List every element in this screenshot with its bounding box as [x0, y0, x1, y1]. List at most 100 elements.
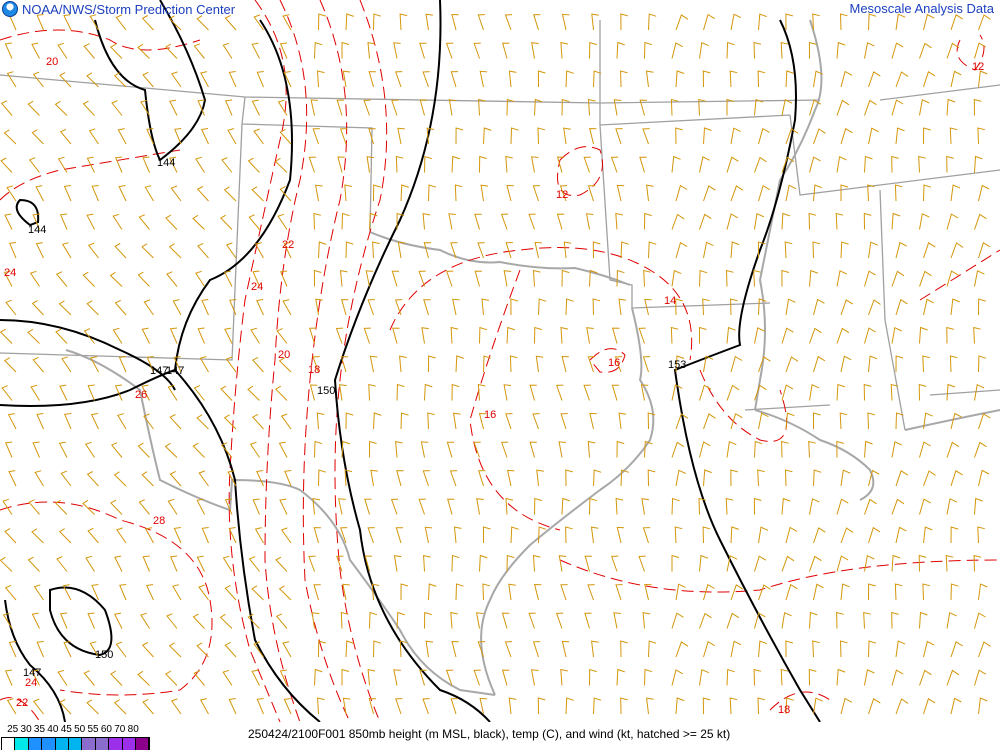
- wind-barb: [813, 527, 826, 544]
- wind-barb: [946, 669, 960, 686]
- wind-barb: [757, 697, 766, 715]
- wind-barb: [891, 42, 904, 59]
- wind-barb: [532, 269, 541, 287]
- wind-barb: [703, 413, 716, 430]
- wind-barb: [923, 242, 936, 259]
- wind-barb: [400, 583, 409, 601]
- wind-barb: [86, 699, 99, 715]
- wind-barb: [279, 128, 292, 145]
- wind-barb: [533, 14, 541, 31]
- wind-barb: [675, 298, 683, 316]
- wind-barb: [4, 669, 13, 686]
- wind-barb: [891, 99, 904, 116]
- wind-barb: [919, 441, 931, 458]
- wind-barb: [116, 527, 127, 544]
- wind-barb: [703, 127, 712, 145]
- wind-barb: [950, 641, 963, 658]
- wind-barb: [587, 98, 596, 116]
- height-label: 144: [28, 224, 46, 236]
- wind-barb: [480, 184, 489, 202]
- wind-barb: [61, 356, 72, 373]
- wind-barb: [591, 13, 599, 31]
- wind-barb: [423, 299, 431, 316]
- wind-barb: [698, 98, 706, 116]
- wind-barb: [891, 326, 902, 344]
- wind-barb: [276, 328, 288, 344]
- height-label: 144: [157, 157, 175, 169]
- temp-label: 24: [251, 281, 263, 293]
- wind-barb: [146, 356, 154, 373]
- wind-barb: [950, 412, 962, 430]
- wind-barb: [198, 584, 209, 601]
- wind-barb: [447, 498, 455, 515]
- wind-barb: [895, 526, 907, 544]
- wind-barb: [950, 14, 963, 31]
- wind-barb: [836, 440, 844, 458]
- wind-barb: [90, 413, 99, 430]
- wind-barb: [560, 41, 569, 59]
- wind-barb: [532, 554, 541, 572]
- wind-barb: [699, 441, 711, 458]
- wind-barb: [479, 697, 487, 715]
- wind-barb: [555, 612, 564, 629]
- wind-barb: [391, 99, 399, 116]
- wind-barb: [501, 441, 509, 458]
- wind-barb: [730, 526, 739, 544]
- wind-barb: [563, 241, 572, 259]
- wind-barb: [754, 612, 766, 629]
- wind-barb: [118, 356, 127, 373]
- wind-barb: [247, 157, 260, 173]
- wind-barb: [978, 70, 988, 88]
- wind-barb: [973, 554, 982, 572]
- wind-barb: [946, 441, 960, 458]
- legend-swatch: [55, 738, 69, 750]
- wind-barb: [252, 498, 260, 515]
- legend-swatch: [82, 738, 96, 750]
- wind-barb: [589, 127, 597, 145]
- wind-barb: [367, 41, 376, 59]
- wind-barb: [891, 441, 902, 458]
- wind-barb: [813, 469, 822, 487]
- wind-barb: [785, 640, 794, 658]
- wind-barb: [4, 441, 13, 458]
- wind-barb: [483, 127, 492, 145]
- wind-barb: [340, 611, 349, 629]
- wind-barb: [88, 128, 99, 145]
- wind-barb: [703, 469, 712, 487]
- wind-barb: [753, 269, 761, 287]
- wind-barb: [56, 556, 68, 572]
- wind-barb: [455, 127, 464, 145]
- wind-barb: [867, 412, 876, 430]
- wind-barb: [142, 555, 150, 572]
- wind-barb: [196, 414, 209, 430]
- wind-barb: [114, 384, 123, 401]
- wind-barb: [199, 698, 209, 715]
- wind-barb: [508, 583, 516, 601]
- wind-barb: [919, 270, 932, 287]
- wind-barb: [647, 412, 656, 430]
- wind-barb: [31, 528, 44, 544]
- wind-barb: [946, 326, 954, 344]
- wind-barb: [284, 470, 292, 487]
- wind-barb: [251, 99, 260, 116]
- wind-barb: [54, 100, 68, 116]
- wind-barb: [35, 242, 44, 259]
- wind-barb: [144, 185, 154, 202]
- wind-barb: [137, 271, 150, 287]
- wind-barb: [251, 669, 260, 686]
- temp-label: 16: [608, 357, 620, 369]
- wind-barb: [620, 13, 628, 31]
- wind-barb: [620, 70, 628, 88]
- wind-barb: [839, 640, 848, 658]
- wind-barb: [589, 668, 597, 686]
- wind-barb: [699, 326, 707, 344]
- wind-barb: [283, 71, 292, 88]
- temperature-contours: [0, 0, 1000, 722]
- wind-barb: [275, 556, 288, 572]
- wind-barb: [670, 98, 679, 116]
- wind-barb: [785, 697, 794, 715]
- wind-barb: [556, 384, 564, 401]
- wind-barb: [537, 127, 546, 145]
- wind-barb: [699, 41, 709, 59]
- height-labels: 144 144 147 147 150 153 150 147: [23, 157, 686, 679]
